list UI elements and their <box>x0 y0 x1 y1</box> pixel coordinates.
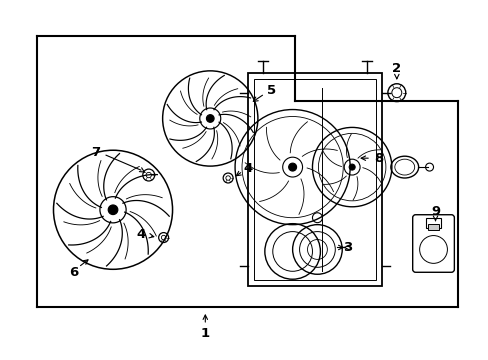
Text: 5: 5 <box>266 84 276 97</box>
Text: 1: 1 <box>201 327 209 340</box>
Text: 7: 7 <box>91 146 101 159</box>
Circle shape <box>108 205 118 215</box>
Text: 4: 4 <box>136 228 145 241</box>
Text: 9: 9 <box>430 205 439 218</box>
Circle shape <box>288 163 296 171</box>
Bar <box>425 218 441 228</box>
Bar <box>427 224 439 230</box>
Bar <box>247 73 381 286</box>
Bar <box>253 79 375 280</box>
Circle shape <box>348 164 354 170</box>
Text: 6: 6 <box>69 266 78 279</box>
Text: 2: 2 <box>391 62 401 75</box>
Text: 4: 4 <box>243 162 252 175</box>
Text: 3: 3 <box>342 241 351 254</box>
Circle shape <box>206 115 214 122</box>
Text: 8: 8 <box>373 152 383 165</box>
